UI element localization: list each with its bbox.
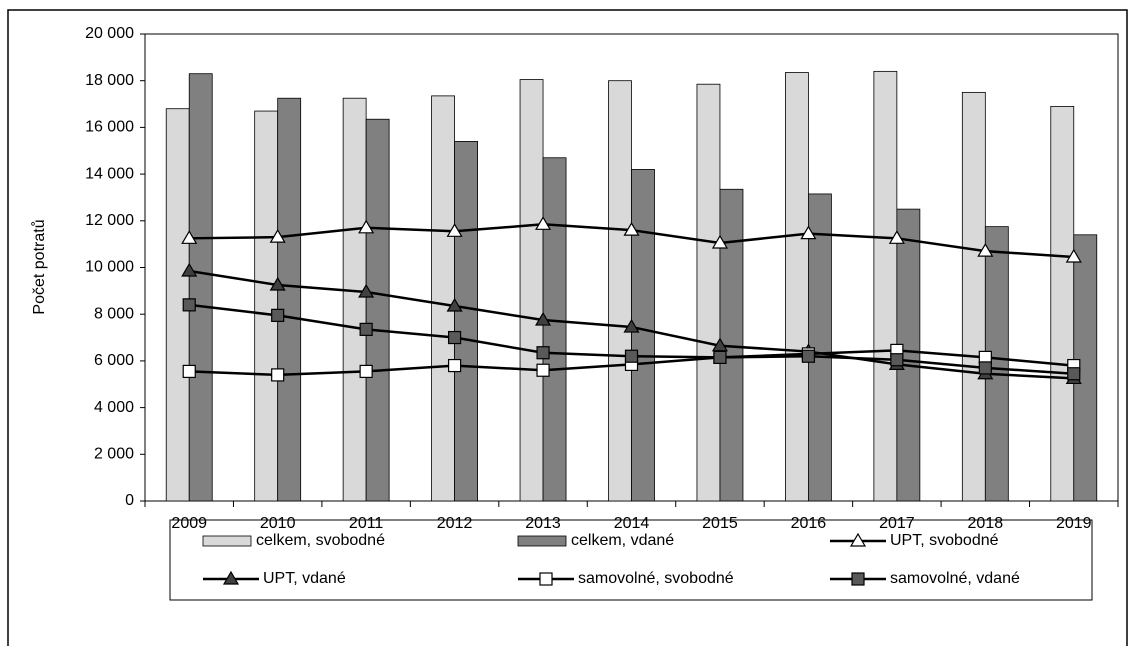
point-marker (447, 358, 462, 373)
bar (631, 169, 655, 502)
point-marker (536, 363, 550, 377)
x-tick-label: 2013 (525, 515, 561, 532)
bar (519, 79, 544, 502)
y-axis-title: Počet potratů (30, 219, 48, 314)
bar (342, 97, 367, 502)
point-marker (623, 221, 640, 236)
y-tick-label: 14 000 (85, 165, 134, 182)
bar (365, 118, 390, 502)
y-tick-label: 8 000 (94, 305, 134, 322)
point-marker (181, 230, 198, 244)
point-marker (358, 219, 375, 234)
point-marker (888, 230, 905, 244)
x-tick-label: 2011 (349, 515, 384, 532)
point-marker (1067, 367, 1081, 381)
legend-swatch (202, 535, 252, 547)
bar (785, 72, 809, 502)
x-tick-label: 2019 (1056, 515, 1092, 532)
legend-marker (222, 570, 240, 585)
y-tick-label: 20 000 (85, 25, 134, 42)
point-marker (182, 298, 196, 312)
y-tick-label: 12 000 (85, 212, 134, 229)
point-marker (181, 262, 198, 277)
point-marker (182, 364, 196, 379)
legend-label: UPT, vdané (263, 570, 346, 587)
point-marker (535, 311, 552, 326)
point-marker (447, 330, 462, 345)
bar (1050, 105, 1075, 502)
legend-label: UPT, svobodné (890, 532, 999, 549)
bar (277, 97, 302, 502)
x-tick-label: 2012 (437, 515, 473, 532)
point-marker (269, 276, 286, 291)
y-tick-label: 10 000 (85, 259, 134, 276)
y-tick-label: 16 000 (85, 119, 134, 136)
legend-marker (539, 572, 553, 586)
y-tick-label: 18 000 (85, 72, 134, 89)
x-tick-label: 2014 (614, 515, 650, 532)
point-marker (623, 318, 640, 333)
bar (188, 73, 213, 502)
x-tick-label: 2015 (702, 515, 738, 532)
legend-box (169, 519, 1093, 601)
point-marker (271, 308, 285, 322)
x-tick-label: 2009 (171, 515, 207, 532)
point-marker (359, 322, 373, 336)
y-tick-label: 2 000 (94, 446, 134, 463)
point-marker (446, 297, 463, 312)
x-tick-label: 2016 (791, 515, 827, 532)
bar (254, 110, 279, 502)
y-tick-label: 0 (125, 492, 134, 509)
legend-marker (851, 572, 865, 586)
point-marker (801, 349, 816, 363)
point-marker (711, 234, 728, 249)
point-marker (536, 346, 550, 360)
legend-label: samovolné, vdané (890, 570, 1020, 587)
legend-marker (849, 532, 867, 547)
point-marker (358, 283, 375, 298)
bar (454, 141, 478, 502)
point-marker (978, 361, 992, 375)
x-tick-label: 2018 (968, 515, 1004, 532)
x-tick-label: 2010 (260, 515, 296, 532)
point-marker (624, 349, 639, 363)
point-marker (713, 350, 727, 364)
legend-label: celkem, svobodné (256, 532, 385, 549)
bar (961, 91, 986, 502)
point-marker (271, 368, 285, 382)
point-marker (800, 225, 817, 240)
point-marker (269, 228, 286, 243)
bar (431, 95, 455, 502)
point-marker (359, 364, 373, 379)
y-tick-label: 6 000 (94, 352, 134, 369)
bar (696, 83, 721, 502)
legend-swatch (517, 535, 567, 547)
point-marker (446, 223, 463, 237)
bar (608, 80, 632, 502)
point-marker (890, 353, 904, 367)
bar (542, 157, 567, 502)
y-tick-label: 4 000 (94, 399, 134, 416)
x-tick-label: 2017 (879, 515, 915, 532)
point-marker (711, 337, 728, 352)
legend-label: celkem, vdané (571, 532, 674, 549)
point-marker (535, 216, 552, 230)
bar (873, 70, 898, 502)
point-marker (1065, 248, 1082, 263)
legend-label: samovolné, svobodné (578, 570, 734, 587)
point-marker (977, 242, 994, 257)
